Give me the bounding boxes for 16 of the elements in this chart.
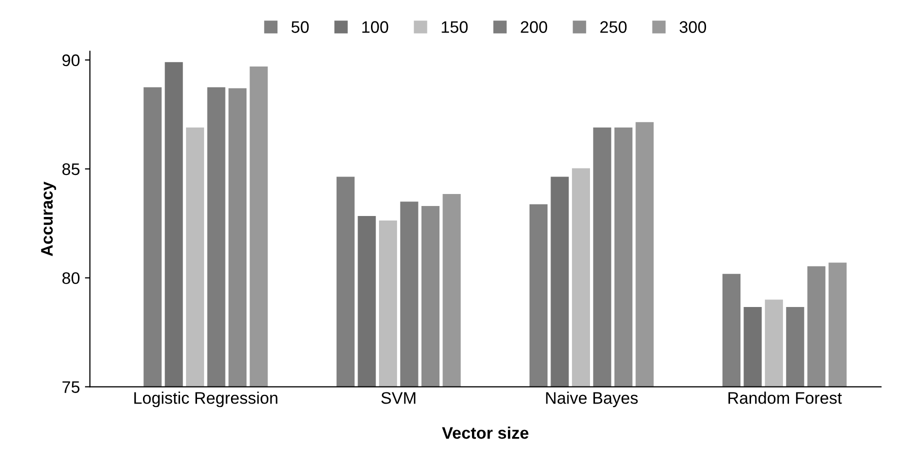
x-tick-label: Logistic Regression xyxy=(134,392,278,408)
legend-label: 150 xyxy=(442,21,468,33)
legend-label: 250 xyxy=(600,21,627,33)
y-tick-label: 90 xyxy=(62,54,80,66)
y-tick-label: 85 xyxy=(62,163,80,176)
y-tick-label: 75 xyxy=(62,381,80,393)
legend-label: 300 xyxy=(680,21,706,33)
y-axis-title: Accuracy xyxy=(41,182,56,256)
x-tick-label: Random Forest xyxy=(728,392,842,404)
legend-label: 100 xyxy=(362,21,388,33)
x-axis-title: Vector size xyxy=(442,426,528,439)
y-tick-label: 80 xyxy=(62,272,80,284)
x-tick-label: SVM xyxy=(381,392,416,404)
legend-label: 200 xyxy=(520,21,548,33)
x-tick-label: Naive Bayes xyxy=(546,392,638,408)
legend-label: 50 xyxy=(292,21,309,33)
